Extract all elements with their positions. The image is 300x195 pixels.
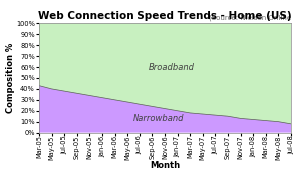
Y-axis label: Composition %: Composition %: [6, 43, 15, 113]
Text: Broadband: Broadband: [148, 63, 194, 72]
Text: (Source: Nielsen Online: (Source: Nielsen Online: [209, 15, 291, 21]
X-axis label: Month: Month: [150, 161, 180, 170]
Title: Web Connection Speed Trends - Home (US): Web Connection Speed Trends - Home (US): [38, 11, 292, 21]
Text: Narrowband: Narrowband: [132, 114, 184, 123]
